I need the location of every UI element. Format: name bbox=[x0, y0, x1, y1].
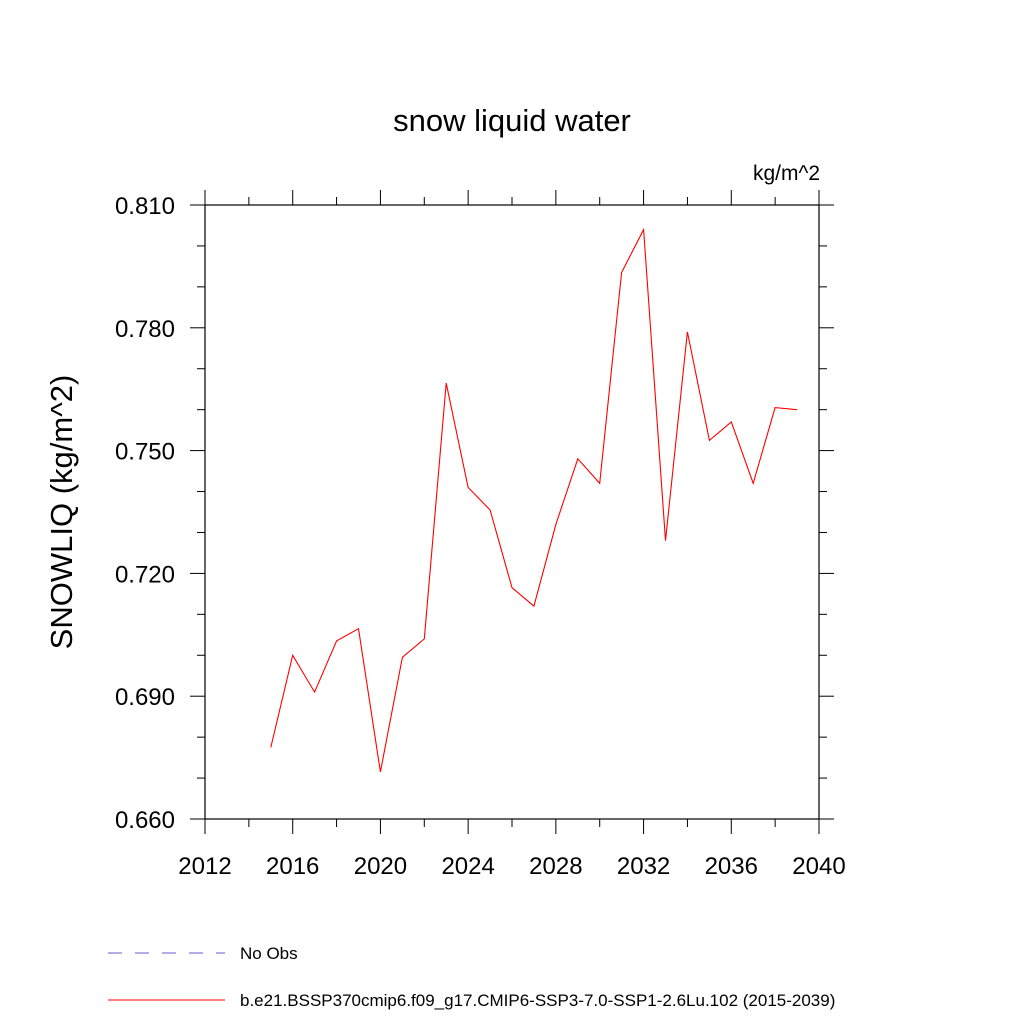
chart-title: snow liquid water bbox=[393, 103, 631, 138]
series-line bbox=[270, 227, 798, 773]
x-tick-label: 2040 bbox=[792, 853, 845, 880]
plot-frame bbox=[204, 204, 820, 820]
x-tick-label: 2024 bbox=[441, 853, 494, 880]
data-point bbox=[358, 628, 359, 629]
x-tick-label: 2028 bbox=[529, 853, 582, 880]
x-tick-label: 2012 bbox=[178, 853, 231, 880]
axes: 2012 2016 2020 2024 2028 2032 2036 2040 0.660 0.6… bbox=[115, 190, 846, 880]
data-point bbox=[577, 458, 578, 459]
data-point bbox=[643, 229, 644, 230]
y-tick-label: 0.720 bbox=[115, 561, 175, 588]
x-tick-label: 2020 bbox=[354, 853, 407, 880]
legend-label: b.e21.BSSP370cmip6.f09_g17.CMIP6-SSP3-7.… bbox=[240, 991, 835, 1010]
x-tick-label: 2032 bbox=[617, 853, 670, 880]
data-point bbox=[621, 272, 622, 273]
data-point bbox=[709, 440, 710, 441]
data-point bbox=[292, 655, 293, 656]
data-point bbox=[599, 483, 600, 484]
data-point bbox=[468, 487, 469, 488]
series-layer bbox=[270, 227, 798, 773]
units-label: kg/m^2 bbox=[753, 162, 820, 185]
y-tick-label: 0.660 bbox=[115, 807, 175, 834]
data-point bbox=[555, 524, 556, 525]
x-tick-label: 2016 bbox=[266, 853, 319, 880]
data-point bbox=[753, 483, 754, 484]
y-tick-label: 0.690 bbox=[115, 684, 175, 711]
data-point bbox=[687, 331, 688, 332]
data-point bbox=[489, 509, 490, 510]
data-point bbox=[424, 638, 425, 639]
data-point bbox=[402, 657, 403, 658]
data-point bbox=[336, 640, 337, 641]
data-point bbox=[665, 540, 666, 541]
legend: No Obs b.e21.BSSP370cmip6.f09_g17.CMIP6-S… bbox=[108, 944, 835, 1010]
legend-label: No Obs bbox=[240, 944, 298, 963]
data-point bbox=[775, 407, 776, 408]
data-point bbox=[380, 771, 381, 772]
data-point bbox=[796, 409, 797, 410]
data-point bbox=[446, 382, 447, 383]
data-point bbox=[270, 747, 271, 748]
data-point bbox=[731, 421, 732, 422]
data-point bbox=[511, 587, 512, 588]
y-tick-label: 0.750 bbox=[115, 439, 175, 466]
y-axis-label: SNOWLIQ (kg/m^2) bbox=[44, 375, 79, 650]
y-tick-label: 0.810 bbox=[115, 193, 175, 220]
data-point bbox=[533, 606, 534, 607]
y-tick-label: 0.780 bbox=[115, 316, 175, 343]
x-tick-label: 2036 bbox=[705, 853, 758, 880]
data-point bbox=[314, 692, 315, 693]
